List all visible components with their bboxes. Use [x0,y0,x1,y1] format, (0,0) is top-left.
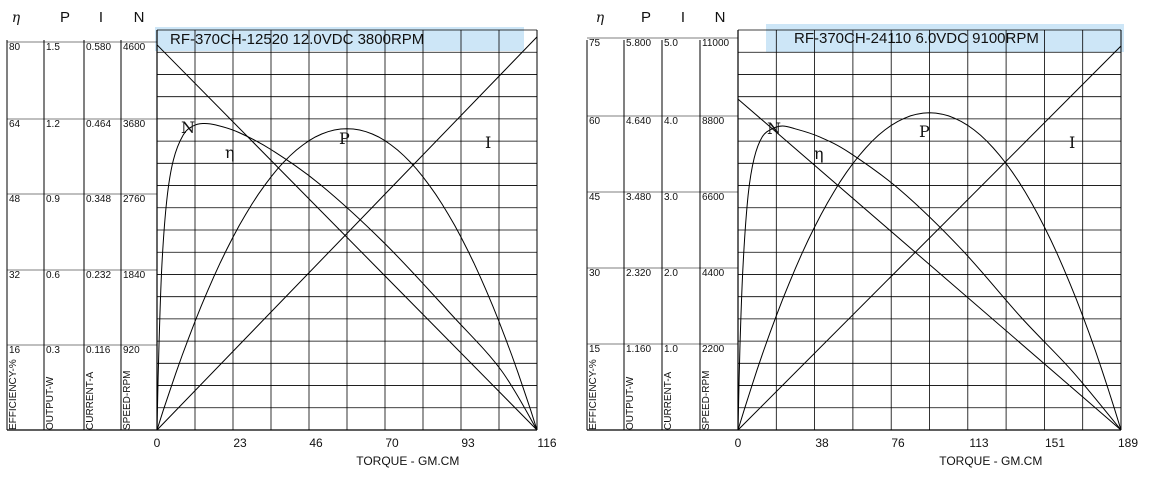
column-header: N [715,9,726,26]
scale-tick-label: 16 [9,345,21,356]
x-tick-label: 46 [309,436,323,450]
scale-tick-label: 0.348 [86,194,111,205]
title-banner [155,27,524,51]
curve-label-output: P [919,122,930,141]
output-curve [156,128,538,431]
scale-tick-label: 3.0 [664,192,678,203]
scale-tick-label: 0.6 [46,270,60,281]
scale-tick-label: 1.2 [46,119,60,130]
scale-tick-label: 45 [589,192,601,203]
x-tick-label: 93 [461,436,475,450]
scale-tick-label: 75 [589,38,601,49]
x-tick-label: 151 [1045,436,1065,450]
x-tick-label: 38 [815,436,829,450]
scale-tick-label: 4.0 [664,116,678,127]
efficiency-curve [156,122,538,431]
x-tick-label: 113 [969,436,988,450]
x-tick-label: 23 [233,436,247,450]
column-header: P [641,9,651,26]
scale-tick-label: 4400 [702,268,725,279]
column-header: I [681,9,685,26]
scale-tick-label: 4600 [123,42,146,53]
x-tick-label: 76 [891,436,905,450]
chart-title: RF-370CH-24110 6.0VDC 9100RPM [794,30,1039,47]
speed-curve [737,98,1122,431]
axis-name: EFFICIENCY-% [588,359,599,430]
speed-curve [156,44,538,431]
chart-rf-370ch-12520: RF-370CH-12520 12.0VDC 3800RPM η P I N 80 64 48… [6,9,557,468]
scale-tick-label: 3680 [123,119,146,130]
scale-tick-label: 0.464 [86,119,111,130]
x-tick-label: 0 [154,436,161,450]
scale-tick-label: 2.320 [626,268,651,279]
column-header: η [12,10,21,26]
scale-tick-label: 0.3 [46,345,60,356]
scale-tick-label: 2760 [123,194,146,205]
chart-rf-370ch-24110: RF-370CH-24110 6.0VDC 9100RPM η P I N 75 60 45 3… [586,9,1138,468]
title-banner [766,24,1124,52]
curve-label-speed: N [181,118,195,137]
scale-tick-label: 3.480 [626,192,651,203]
scale-tick-label: 1840 [123,270,146,281]
scale-tick-label: 0.116 [86,345,111,356]
scale-tick-label: 0.9 [46,194,60,205]
scale-tick-label: 8800 [702,116,725,127]
scale-tick-label: 6600 [702,192,725,203]
axis-name: CURRENT-A [85,371,96,430]
curve-label-efficiency: η [225,143,235,162]
curve-label-efficiency: η [814,144,824,163]
scale-tick-label: 2.0 [664,268,678,279]
scale-tick-label: 2200 [702,344,725,355]
scale-tick-label: 1.160 [626,344,651,355]
axis-name: SPEED-RPM [122,371,133,430]
scale-tick-label: 60 [589,116,601,127]
curve-label-current: I [1069,133,1075,152]
scale-tick-label: 4.640 [626,116,651,127]
x-tick-label: 0 [735,436,742,450]
x-tick-label: 70 [385,436,399,450]
curve-label-current: I [485,133,491,152]
chart-title: RF-370CH-12520 12.0VDC 3800RPM [170,31,424,48]
axis-name: OUTPUT-W [45,376,56,430]
scale-tick-label: 1.5 [46,42,60,53]
scale-tick-label: 1.0 [664,344,678,355]
scale-tick-label: 48 [9,194,21,205]
scale-tick-label: 80 [9,42,21,53]
scale-tick-label: 920 [123,345,140,356]
axis-name: OUTPUT-W [625,376,636,430]
curve-label-speed: N [767,119,781,138]
scale-tick-label: 64 [9,119,21,130]
x-axis-label: TORQUE - GM.CM [356,454,459,468]
axis-name: CURRENT-A [663,371,674,430]
column-header: I [99,9,103,26]
scale-tick-label: 11000 [702,38,730,49]
scale-tick-label: 5.800 [626,38,651,49]
curve-label-output: P [339,129,350,148]
column-header: P [60,9,70,26]
current-curve [737,45,1122,431]
current-curve [156,36,538,431]
scale-tick-label: 30 [589,268,601,279]
output-curve [737,112,1122,431]
scale-tick-label: 5.0 [664,38,678,49]
scale-tick-label: 0.580 [86,42,111,53]
scale-tick-label: 0.232 [86,270,111,281]
x-tick-label: 189 [1118,436,1138,450]
axis-name: SPEED-RPM [701,371,712,430]
column-header: η [596,10,605,26]
column-header: N [134,9,145,26]
efficiency-curve [737,125,1122,431]
x-tick-label: 116 [537,436,556,450]
scale-tick-label: 15 [589,344,601,355]
axis-name: EFFICIENCY-% [8,359,19,430]
scale-tick-label: 32 [9,270,21,281]
x-axis-label: TORQUE - GM.CM [939,454,1042,468]
